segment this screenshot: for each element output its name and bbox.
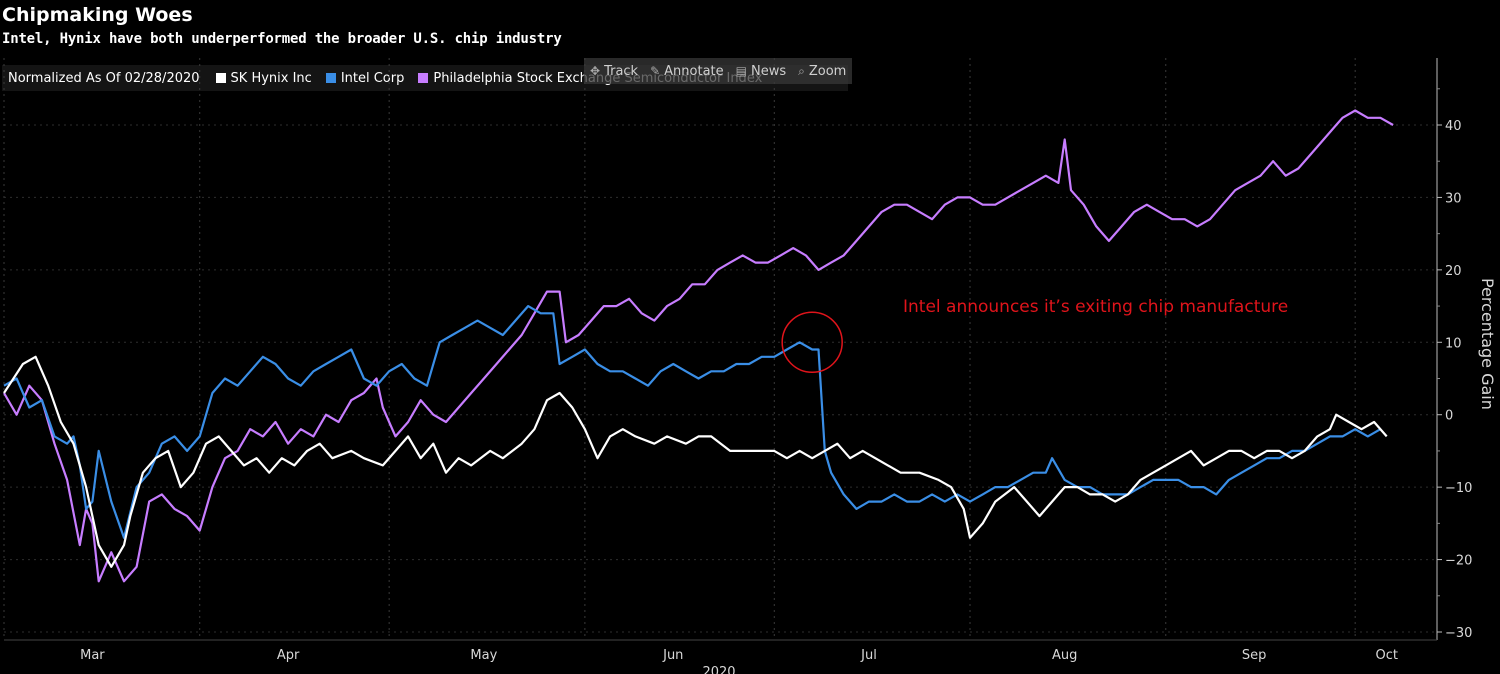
series-group <box>3 109 1394 583</box>
series-line-sox[interactable] <box>3 109 1394 583</box>
y-axis-title: Percentage Gain <box>1478 278 1497 410</box>
legend-swatch-intel <box>325 73 336 83</box>
x-tick-label: Jul <box>860 648 877 663</box>
legend-note: Normalized As Of 02/28/2020 <box>8 70 200 86</box>
chart-subtitle: Intel, Hynix have both underperformed th… <box>2 31 562 47</box>
pencil-icon: ✎ <box>650 64 661 78</box>
series-line-sk-hynix[interactable] <box>3 355 1388 568</box>
annotation-circle <box>781 311 843 374</box>
track-label: Track <box>604 63 639 79</box>
x-tick-label: Aug <box>1052 648 1077 663</box>
y-tick-label: −20 <box>1445 554 1472 569</box>
x-tick-label: Jun <box>662 648 683 663</box>
news-button[interactable]: ▤ News <box>736 64 786 79</box>
x-tick-label: Oct <box>1376 648 1398 663</box>
legend-swatch-sk-hynix <box>215 73 226 83</box>
y-tick-label: −10 <box>1445 481 1472 496</box>
magnifier-icon: ⌕ <box>798 63 805 78</box>
x-tick-label: Apr <box>277 648 300 663</box>
news-label: News <box>750 63 787 79</box>
annotation-group: Intel announces it’s exiting chip manufa… <box>781 297 1288 374</box>
legend-swatch-sox <box>418 73 429 83</box>
y-tick-label: 0 <box>1445 409 1453 424</box>
x-axis-title: 2020 <box>702 665 735 674</box>
crosshair-icon: ✥ <box>590 64 601 78</box>
grid <box>3 58 1437 640</box>
annotate-label: Annotate <box>664 63 724 79</box>
y-tick-label: 40 <box>1445 119 1462 134</box>
x-tick-label: Sep <box>1242 648 1267 663</box>
chart-toolbar: ✥ Track ✎ Annotate ▤ News ⌕ Zoom <box>584 58 853 84</box>
axes: 40 30 20 10 0 −10 −20 −30 Percentage Gain Mar Apr M… <box>4 58 1497 674</box>
chart-title: Chipmaking Woes <box>2 4 193 26</box>
y-tick-label: 30 <box>1445 191 1462 206</box>
annotation-text: Intel announces it’s exiting chip manufa… <box>903 297 1288 317</box>
legend-label-intel: Intel Corp <box>340 70 405 86</box>
y-tick-label: 10 <box>1445 336 1462 351</box>
legend-item-sk-hynix[interactable]: SK Hynix Inc <box>215 70 312 86</box>
track-button[interactable]: ✥ Track <box>590 64 638 79</box>
y-tick-label: 20 <box>1445 264 1462 279</box>
x-tick-label: Mar <box>80 648 105 663</box>
series-line-intel[interactable] <box>3 305 1381 539</box>
newspaper-icon: ▤ <box>735 64 747 78</box>
zoom-button[interactable]: ⌕ Zoom <box>798 64 846 79</box>
legend-label-sk-hynix: SK Hynix Inc <box>230 70 312 86</box>
annotate-button[interactable]: ✎ Annotate <box>650 64 724 79</box>
y-tick-label: −30 <box>1445 626 1472 641</box>
legend-item-intel[interactable]: Intel Corp <box>325 70 405 86</box>
zoom-label: Zoom <box>808 63 847 79</box>
x-tick-label: May <box>470 648 497 663</box>
